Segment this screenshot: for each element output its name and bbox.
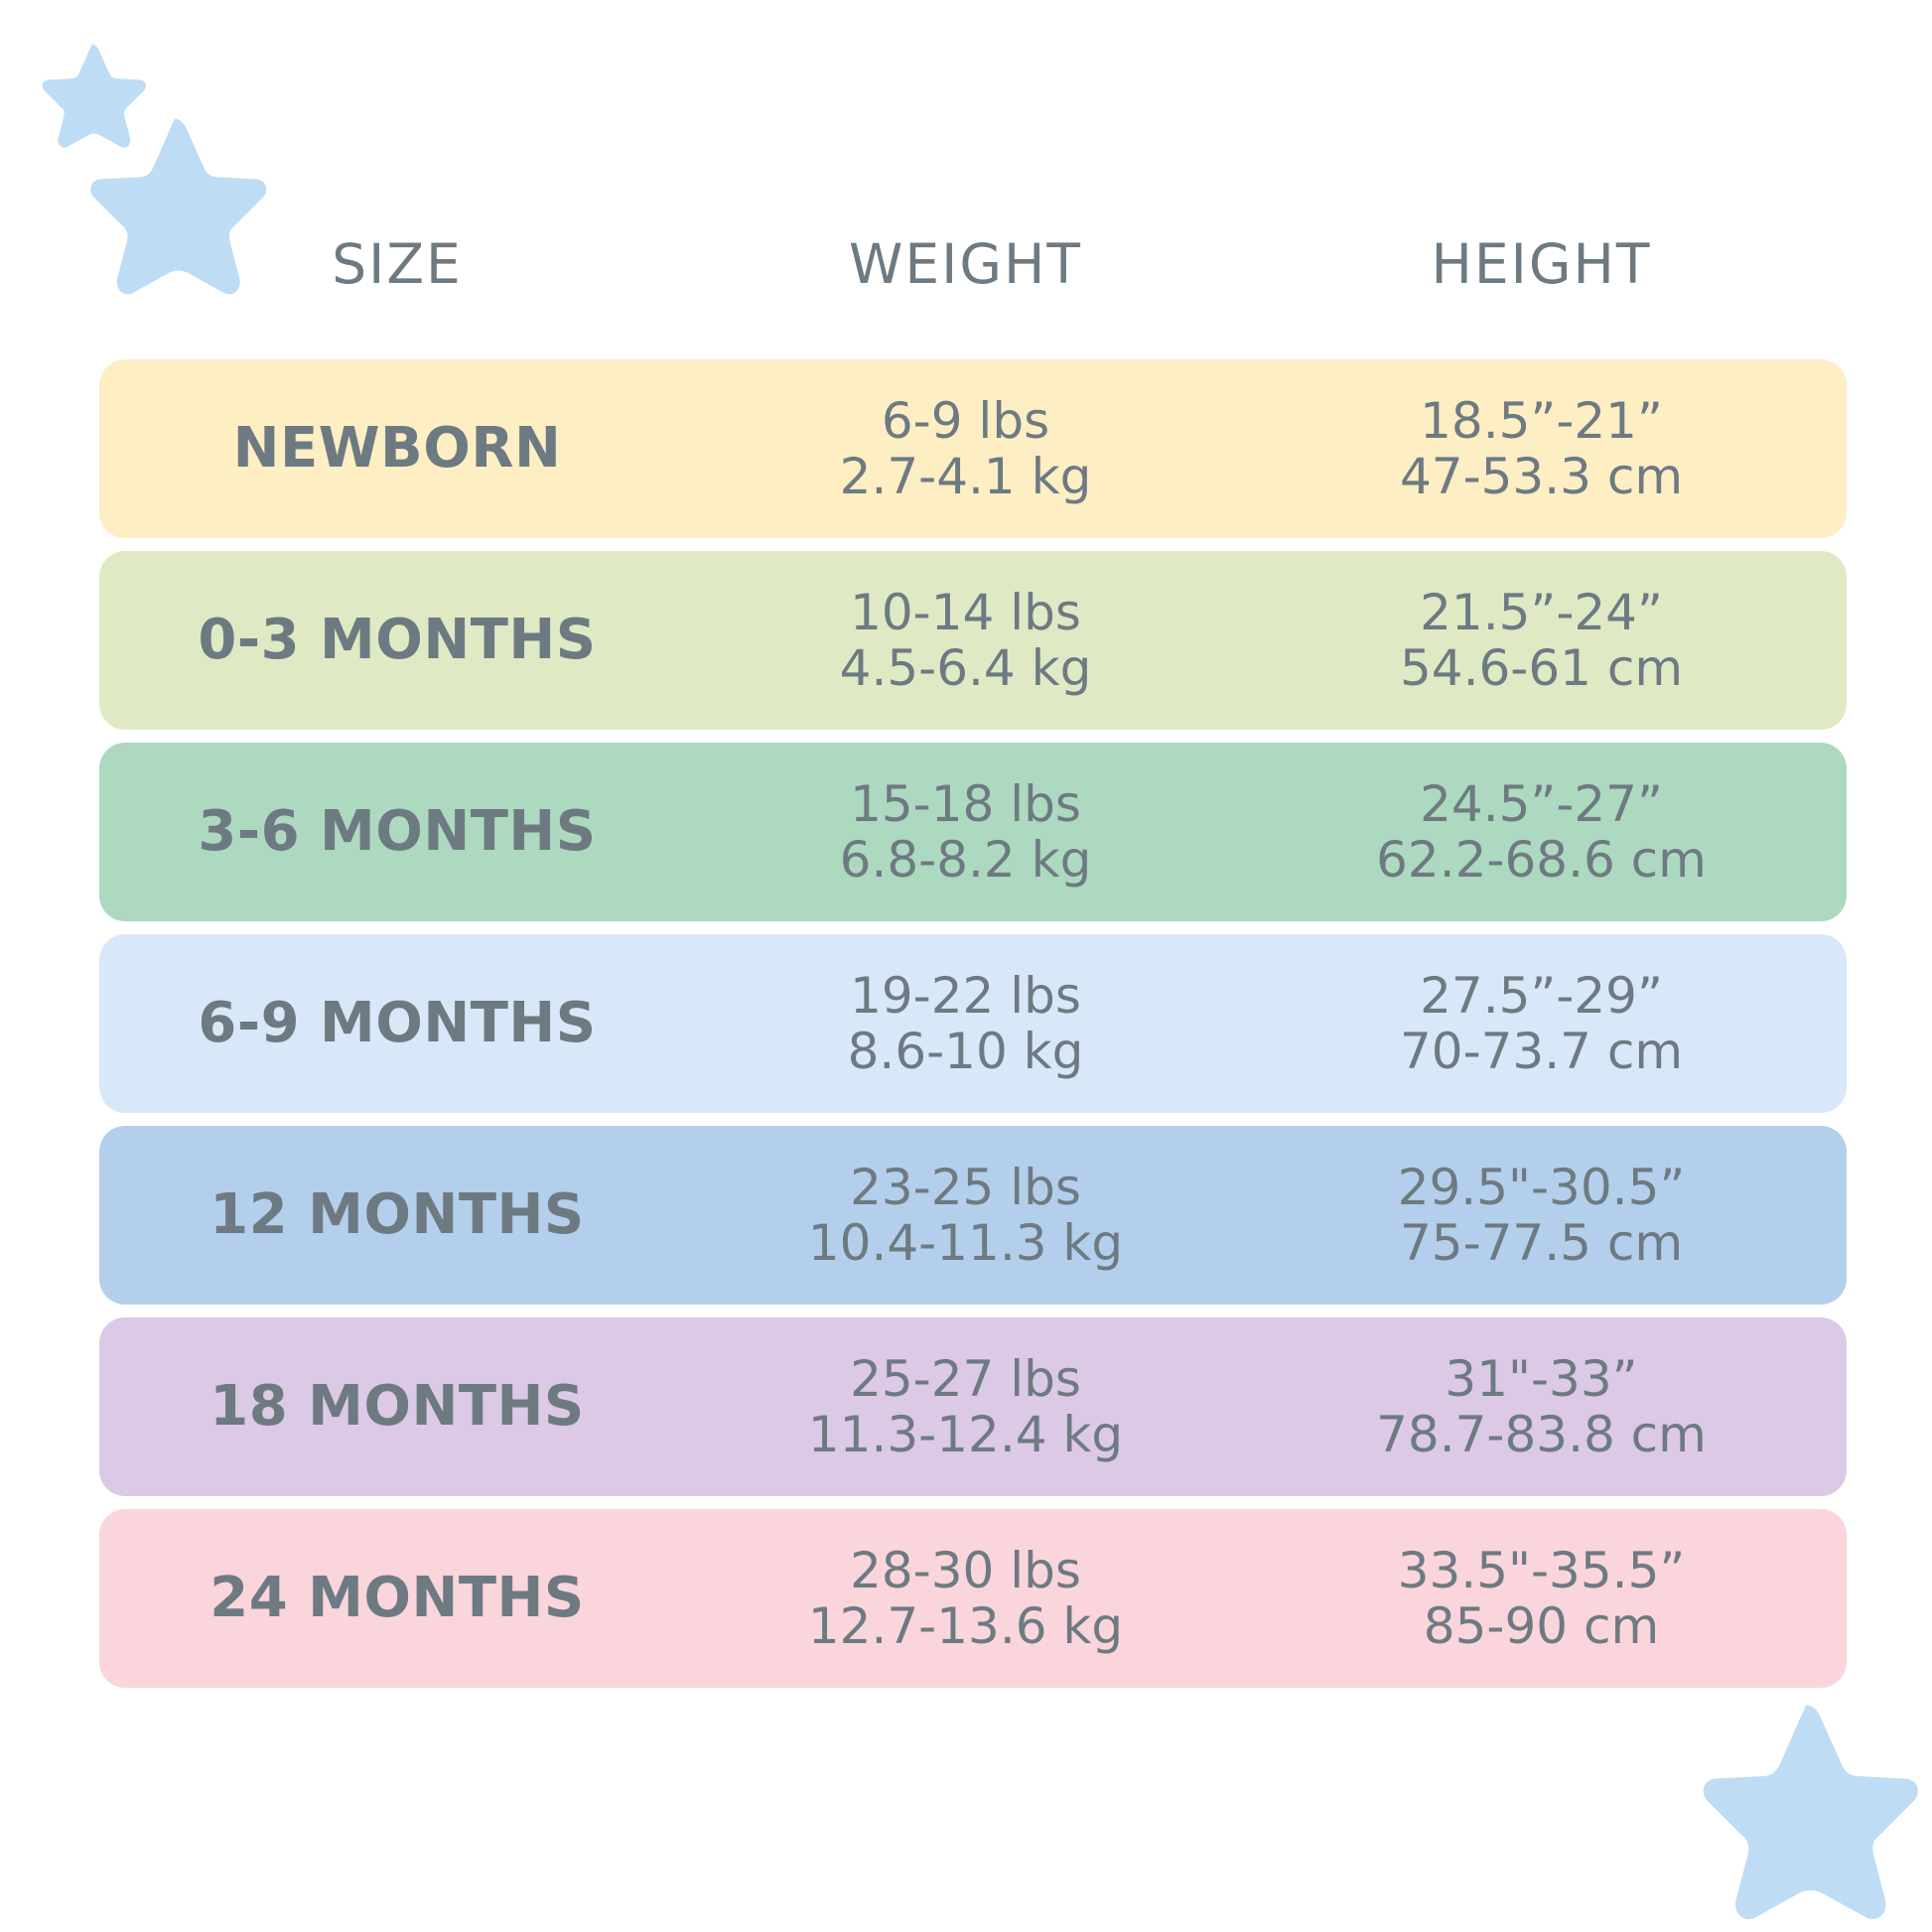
cell-size: NEWBORN	[232, 415, 562, 481]
table-row: 18 MONTHS 25-27 lbs 11.3-12.4 kg 31"-33” 78.…	[99, 1317, 1847, 1496]
cell-weight: 19-22 lbs 8.6-10 kg	[695, 968, 1236, 1079]
table-row: 24 MONTHS 28-30 lbs 12.7-13.6 kg 33.5"-35.5…	[99, 1509, 1847, 1688]
weight-kg: 12.7-13.6 kg	[807, 1597, 1124, 1655]
height-inches: 31"-33”	[1445, 1350, 1638, 1408]
height-cm: 47-53.3 cm	[1399, 448, 1684, 505]
cell-size: 12 MONTHS	[209, 1181, 585, 1247]
cell-weight: 25-27 lbs 11.3-12.4 kg	[695, 1351, 1236, 1462]
height-cm: 75-77.5 cm	[1399, 1214, 1684, 1272]
weight-lbs: 28-30 lbs	[850, 1542, 1081, 1599]
weight-kg: 6.8-8.2 kg	[839, 831, 1092, 889]
star-icon	[79, 111, 268, 300]
weight-kg: 2.7-4.1 kg	[839, 448, 1092, 505]
height-inches: 24.5”-27”	[1420, 775, 1663, 833]
cell-size: 0-3 MONTHS	[198, 607, 597, 672]
table-row: NEWBORN 6-9 lbs 2.7-4.1 kg 18.5”-21” 47-53.3…	[99, 359, 1847, 538]
height-inches: 21.5”-24”	[1420, 584, 1663, 641]
weight-kg: 10.4-11.3 kg	[807, 1214, 1124, 1272]
cell-height: 27.5”-29” 70-73.7 cm	[1236, 968, 1847, 1079]
weight-lbs: 6-9 lbs	[881, 392, 1050, 450]
cell-height: 21.5”-24” 54.6-61 cm	[1236, 585, 1847, 696]
weight-lbs: 19-22 lbs	[850, 967, 1081, 1025]
cell-height: 29.5"-30.5” 75-77.5 cm	[1236, 1160, 1847, 1271]
header-cell-weight: WEIGHT	[695, 231, 1236, 296]
height-cm: 54.6-61 cm	[1399, 639, 1684, 697]
height-inches: 18.5”-21”	[1420, 392, 1663, 450]
column-header-height: HEIGHT	[1431, 231, 1652, 296]
cell-size: 18 MONTHS	[209, 1373, 585, 1439]
table-row: 3-6 MONTHS 15-18 lbs 6.8-8.2 kg 24.5”-27” 62…	[99, 743, 1847, 921]
height-cm: 62.2-68.6 cm	[1376, 831, 1707, 889]
header-cell-size: SIZE	[99, 231, 695, 296]
cell-height: 18.5”-21” 47-53.3 cm	[1236, 393, 1847, 504]
weight-kg: 8.6-10 kg	[847, 1023, 1084, 1080]
star-icon	[1690, 1696, 1920, 1926]
star-icon	[36, 40, 147, 151]
cell-weight: 10-14 lbs 4.5-6.4 kg	[695, 585, 1236, 696]
table-row: 6-9 MONTHS 19-22 lbs 8.6-10 kg 27.5”-29” 70-…	[99, 934, 1847, 1113]
cell-height: 24.5”-27” 62.2-68.6 cm	[1236, 776, 1847, 888]
weight-kg: 4.5-6.4 kg	[839, 639, 1092, 697]
table-header-row: SIZE WEIGHT HEIGHT	[99, 226, 1847, 302]
height-inches: 27.5”-29”	[1420, 967, 1663, 1025]
cell-height: 31"-33” 78.7-83.8 cm	[1236, 1351, 1847, 1462]
cell-weight: 23-25 lbs 10.4-11.3 kg	[695, 1160, 1236, 1271]
column-header-size: SIZE	[332, 231, 463, 296]
table-row: 0-3 MONTHS 10-14 lbs 4.5-6.4 kg 21.5”-24” 54…	[99, 551, 1847, 730]
cell-weight: 28-30 lbs 12.7-13.6 kg	[695, 1543, 1236, 1654]
height-inches: 29.5"-30.5”	[1397, 1159, 1686, 1216]
weight-lbs: 15-18 lbs	[850, 775, 1081, 833]
height-cm: 70-73.7 cm	[1399, 1023, 1684, 1080]
cell-weight: 15-18 lbs 6.8-8.2 kg	[695, 776, 1236, 888]
weight-lbs: 10-14 lbs	[850, 584, 1081, 641]
header-cell-height: HEIGHT	[1236, 231, 1847, 296]
cell-height: 33.5"-35.5” 85-90 cm	[1236, 1543, 1847, 1654]
weight-lbs: 23-25 lbs	[850, 1159, 1081, 1216]
height-inches: 33.5"-35.5”	[1397, 1542, 1686, 1599]
cell-size: 3-6 MONTHS	[198, 798, 597, 864]
cell-size: 6-9 MONTHS	[198, 990, 597, 1055]
column-header-weight: WEIGHT	[849, 231, 1082, 296]
cell-size: 24 MONTHS	[209, 1565, 585, 1630]
table-row: 12 MONTHS 23-25 lbs 10.4-11.3 kg 29.5"-30.5…	[99, 1126, 1847, 1305]
cell-weight: 6-9 lbs 2.7-4.1 kg	[695, 393, 1236, 504]
table-body: NEWBORN 6-9 lbs 2.7-4.1 kg 18.5”-21” 47-53.3…	[99, 359, 1847, 1701]
height-cm: 85-90 cm	[1423, 1597, 1660, 1655]
weight-kg: 11.3-12.4 kg	[807, 1406, 1124, 1463]
height-cm: 78.7-83.8 cm	[1376, 1406, 1707, 1463]
weight-lbs: 25-27 lbs	[850, 1350, 1081, 1408]
